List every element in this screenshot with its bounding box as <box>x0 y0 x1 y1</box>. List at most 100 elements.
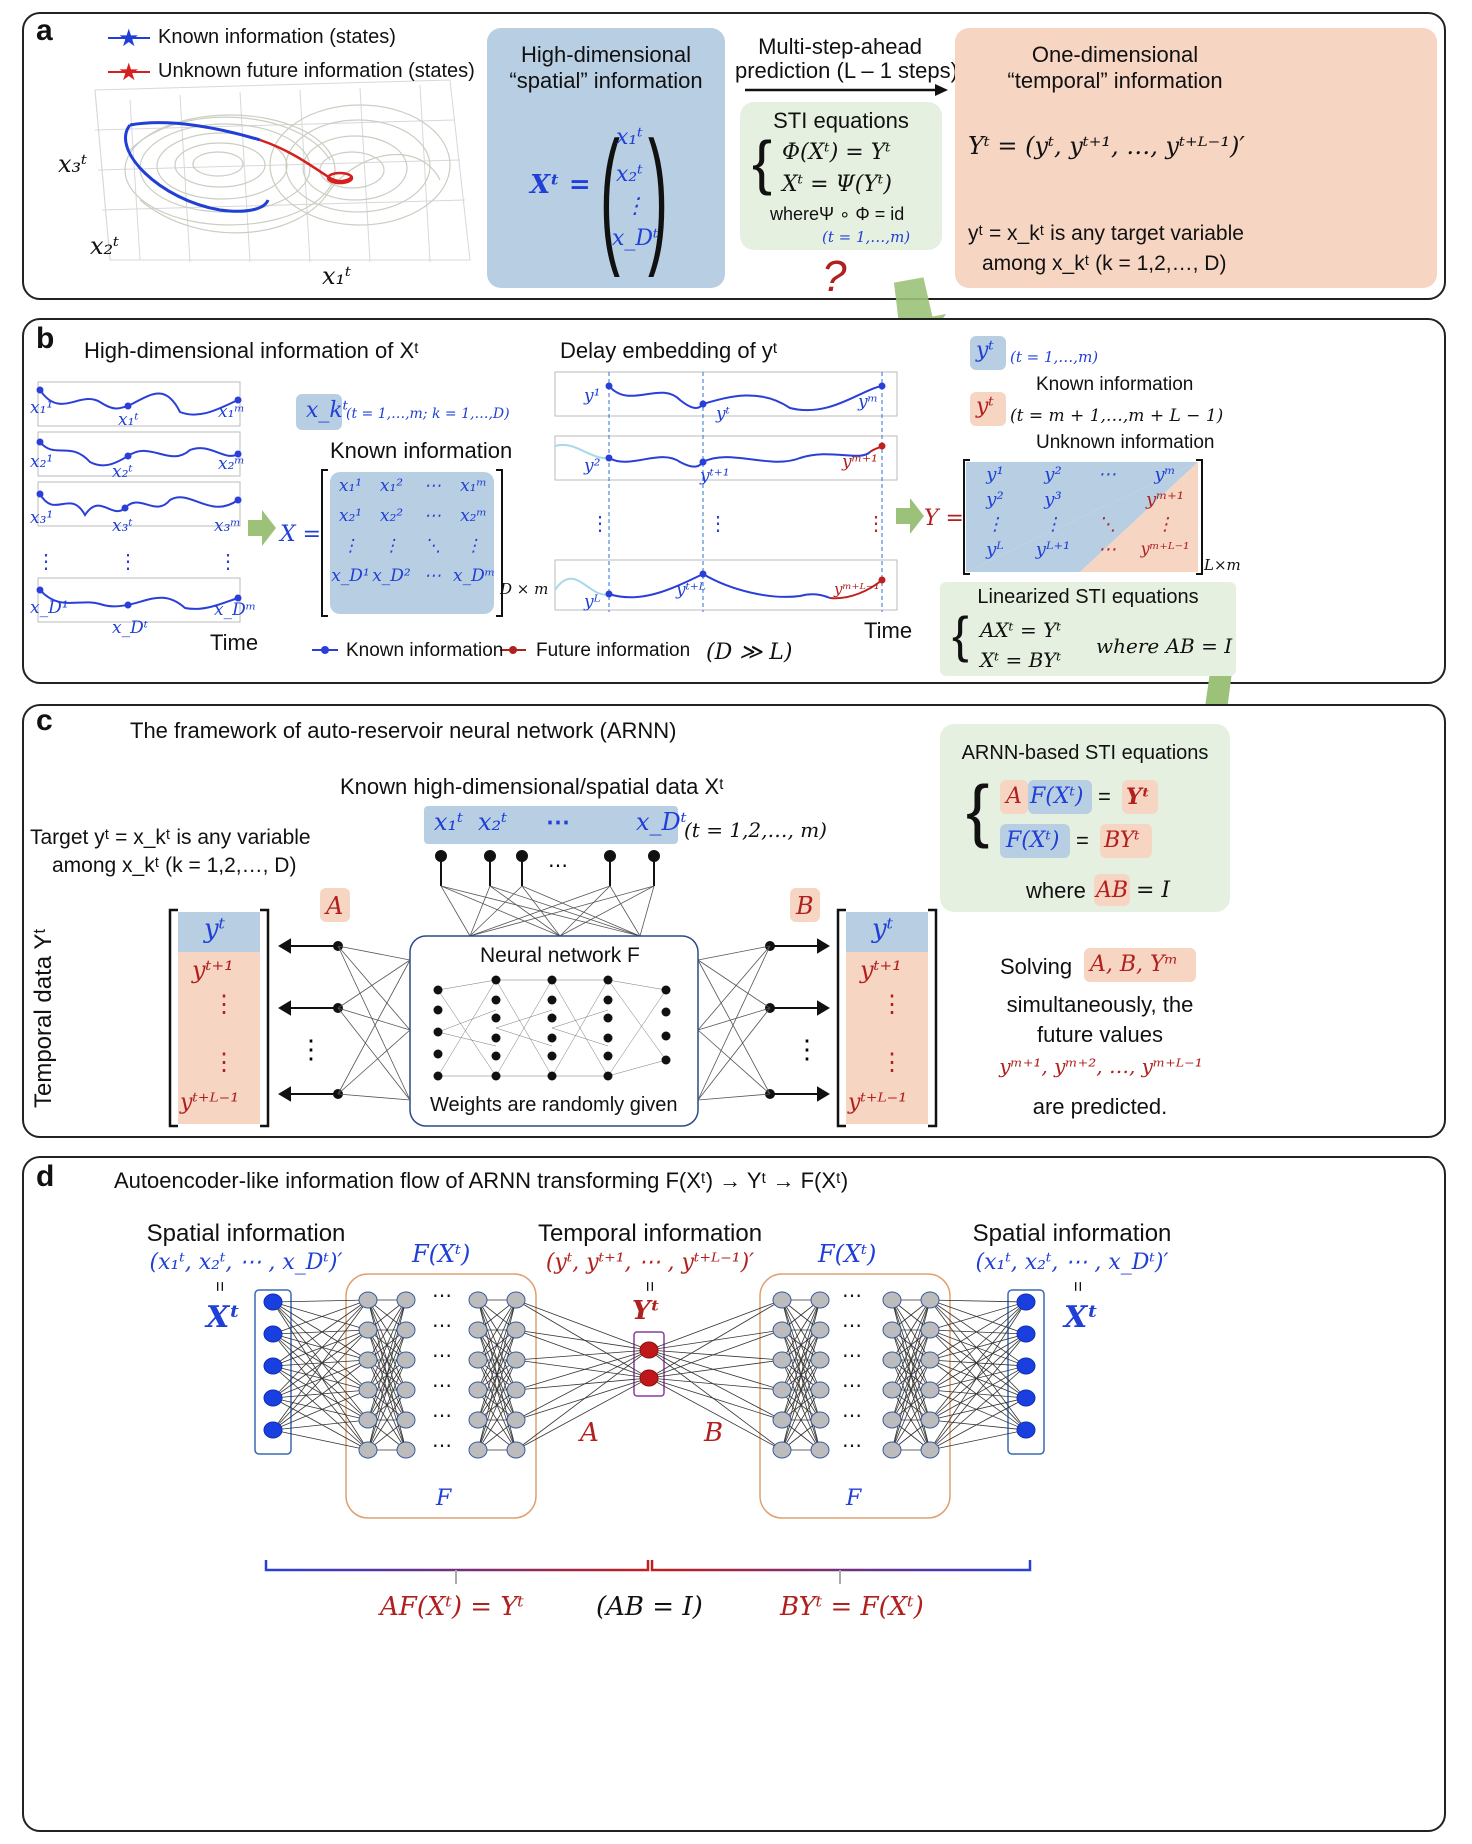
network-node <box>263 1325 283 1343</box>
x-cell: ⋯ <box>424 566 441 586</box>
delay-1-l: y² <box>584 456 601 476</box>
network-node <box>396 1321 416 1339</box>
svg-text:★: ★ <box>118 25 140 52</box>
y-cell: ⋯ <box>1098 464 1116 485</box>
network-edge <box>781 1299 821 1421</box>
series-2-l: x₃¹ <box>30 508 54 528</box>
green-arrow-b1 <box>248 510 276 546</box>
svg-text:⋮: ⋮ <box>708 513 728 535</box>
network-edge <box>891 1299 931 1391</box>
future-trajectory <box>259 138 354 183</box>
lin-eq1: AXᵗ = Yᵗ <box>980 618 1062 642</box>
network-edge <box>272 1299 369 1335</box>
network-node <box>882 1381 902 1399</box>
input-xD: x_Dᵗ <box>636 808 687 836</box>
bottom-bracket-left <box>264 1560 650 1572</box>
network-edge <box>515 1377 650 1391</box>
x-series-points <box>36 386 242 609</box>
y-cell: yᴸ⁺¹ <box>1035 539 1071 560</box>
input-fan <box>440 885 655 937</box>
network-node <box>468 1381 488 1399</box>
y-cell: y³ <box>1044 489 1062 510</box>
network-edge <box>781 1299 821 1391</box>
B-chip <box>790 888 820 922</box>
F-left-box <box>345 1273 537 1519</box>
left-fan <box>337 945 411 1101</box>
temporal-title-1: One-dimensional <box>1031 42 1199 67</box>
delay-2-r: yᵐ⁺ᴸ⁻¹ <box>834 580 880 598</box>
series-0-m: x₁ᵗ <box>118 410 139 430</box>
d-bottom-right: BYᵗ = F(Xᵗ) <box>780 1592 924 1622</box>
arnn-eq1-F: F(Xᵗ) <box>1030 784 1084 809</box>
svg-text:⋮: ⋮ <box>590 513 610 535</box>
network-edge <box>648 1329 783 1351</box>
lin-title: Linearized STI equations <box>977 586 1199 608</box>
input-pins <box>435 850 660 886</box>
y-cell: yᴸ <box>986 539 1004 560</box>
network-node <box>810 1441 830 1459</box>
network-node <box>358 1351 378 1369</box>
c-title: The framework of auto-reservoir neural n… <box>130 718 677 743</box>
network-edge <box>648 1299 783 1379</box>
svg-text:⋯: ⋯ <box>842 1435 862 1457</box>
network-edge <box>648 1377 783 1451</box>
d-nodes <box>263 1291 1036 1459</box>
temporal-info-box <box>955 28 1437 288</box>
x-cell: ⋮ <box>342 536 359 556</box>
network-edge <box>272 1301 369 1331</box>
x-dim: D × m <box>500 580 549 598</box>
temporal-eq: Yᵗ = (yᵗ, yᵗ⁺¹, …, yᵗ⁺ᴸ⁻¹)′ <box>968 132 1245 160</box>
network-node <box>1016 1421 1036 1439</box>
arnn-eq2-F: F(Xᵗ) <box>1006 828 1060 853</box>
input-dots: ⋯ <box>546 809 570 836</box>
ycol-left-2: ⋮ <box>212 991 236 1018</box>
network-node <box>772 1291 792 1309</box>
arnn-eq1-Y: Yᵗ <box>1126 784 1150 810</box>
network-node <box>396 1351 416 1369</box>
network-edge <box>781 1299 821 1361</box>
x-matrix-bg <box>330 472 494 614</box>
spatial-vec-1: x₂ᵗ <box>616 162 643 187</box>
arnn-A-chip <box>1000 780 1028 814</box>
arnn-AB: AB <box>1096 878 1129 903</box>
sti-range: (t = 1,…,m) <box>822 228 911 246</box>
arnn-F1-chip <box>1028 780 1092 814</box>
network-edge <box>929 1429 1027 1451</box>
y-unknown-chip-text: yᵗ <box>976 394 994 419</box>
network-edge <box>272 1299 369 1367</box>
solving-vars: A, B, Yᵐ <box>1090 952 1179 977</box>
spatial-vec-paren-l: ( <box>600 110 620 278</box>
ycol-right-3: ⋮ <box>880 1049 904 1076</box>
network-edge <box>272 1329 369 1399</box>
network-node <box>882 1321 902 1339</box>
spatial-vec-0: x₁ᵗ <box>616 125 643 150</box>
svg-text:⋯: ⋯ <box>842 1345 862 1367</box>
network-edge <box>515 1377 650 1451</box>
network-node <box>468 1291 488 1309</box>
network-edge <box>272 1299 369 1399</box>
network-node <box>772 1411 792 1429</box>
network-edge <box>929 1365 1027 1451</box>
arnn-brace: { <box>966 771 990 849</box>
network-node <box>468 1351 488 1369</box>
lin-eq2: Xᵗ = BYᵗ <box>980 648 1062 672</box>
network-edge <box>477 1389 517 1451</box>
b-title-left: High-dimensional information of Xᵗ <box>84 338 419 363</box>
B-label: B <box>796 892 814 920</box>
network-edge <box>272 1333 369 1361</box>
network-node <box>882 1411 902 1429</box>
green-arrow-b2 <box>896 498 924 534</box>
legend-known-label: Known information (states) <box>158 26 396 48</box>
spatial-left-1: Spatial information <box>146 1220 346 1247</box>
temporal-title-2: “temporal” information <box>1007 68 1223 93</box>
network-edge <box>272 1301 369 1391</box>
spatial-right-1: Spatial information <box>972 1220 1172 1247</box>
nn-caption: Weights are randomly given <box>430 1094 678 1116</box>
arrow-label-2: prediction (L – 1 steps) <box>735 58 958 83</box>
temporal-note-2: among x_kᵗ (k = 1,2,…, D) <box>982 252 1227 275</box>
y-cell: ⋮ <box>1156 514 1174 535</box>
network-edge <box>929 1389 1027 1399</box>
network-edge <box>781 1359 821 1451</box>
Y-mid-box <box>633 1331 665 1397</box>
